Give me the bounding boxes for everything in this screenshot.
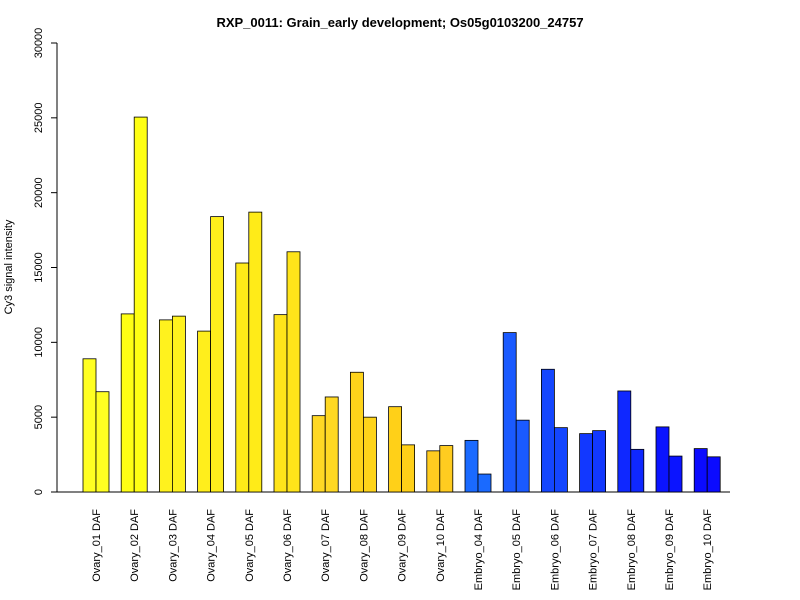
- y-tick-label: 25000: [33, 103, 45, 134]
- bar-1-6: [273, 314, 288, 493]
- x-tick-label: Ovary_03 DAF: [167, 509, 179, 582]
- bar-1-16: [655, 426, 670, 493]
- x-tick-label: Ovary_09 DAF: [397, 509, 409, 582]
- bar-2-14: [592, 430, 606, 493]
- bar-1-14: [579, 433, 593, 493]
- bar-1-4: [197, 330, 212, 493]
- x-tick-label: Ovary_05 DAF: [244, 509, 256, 582]
- y-tick-label: 5000: [33, 405, 45, 429]
- bar-2-2: [133, 116, 148, 493]
- x-tick-label: Embryo_04 DAF: [473, 509, 485, 591]
- bar-1-10: [426, 450, 441, 493]
- y-tick-label: 0: [33, 489, 45, 495]
- x-tick-label: Ovary_04 DAF: [206, 509, 218, 582]
- bar-2-4: [210, 216, 225, 493]
- y-tick-label: 30000: [33, 28, 45, 59]
- bar-1-5: [235, 262, 250, 493]
- x-tick-label: Embryo_05 DAF: [511, 509, 523, 591]
- x-tick-label: Embryo_09 DAF: [664, 509, 676, 591]
- y-tick-label: 15000: [33, 252, 45, 283]
- bar-1-15: [617, 390, 632, 493]
- chart-title: RXP_0011: Grain_early development; Os05g…: [216, 15, 583, 30]
- bars: [82, 116, 721, 493]
- x-tick-label: Ovary_06 DAF: [282, 509, 294, 582]
- bar-1-8: [349, 371, 364, 493]
- bar-1-13: [541, 368, 555, 493]
- bar-2-11: [477, 473, 492, 493]
- bar-2-17: [706, 456, 721, 493]
- bar-2-15: [630, 448, 645, 493]
- x-tick-label: Ovary_07 DAF: [320, 509, 332, 582]
- x-tick-labels: Ovary_01 DAF Ovary_02 DAF Ovary_03 DAF Ovar…: [91, 509, 714, 591]
- bar-1-3: [158, 319, 173, 493]
- x-tick-label: Embryo_10 DAF: [702, 509, 714, 591]
- bar-2-7: [324, 396, 339, 493]
- bar-2-5: [248, 211, 263, 493]
- x-tick-label: Embryo_07 DAF: [588, 509, 600, 591]
- y-axis-label: Cy3 signal intensity: [3, 219, 15, 314]
- bar-2-12: [515, 419, 530, 493]
- bar-1-2: [120, 313, 135, 493]
- x-tick-label: Embryo_08 DAF: [626, 509, 638, 591]
- bar-1-1: [82, 358, 97, 493]
- bar-1-17: [693, 448, 708, 493]
- x-tick-label: Embryo_06 DAF: [549, 509, 561, 591]
- bar-2-16: [668, 455, 683, 493]
- bar-2-10: [439, 445, 454, 493]
- x-tick-label: Ovary_01 DAF: [91, 509, 103, 582]
- bar-2-8: [362, 416, 377, 493]
- bar-1-7: [311, 415, 326, 493]
- x-tick-label: Ovary_10 DAF: [435, 509, 447, 582]
- bar-2-13: [554, 427, 568, 493]
- bar-1-9: [388, 406, 403, 493]
- y-axis: 0 5000 10000 15000 20000 25000 30000: [33, 28, 58, 495]
- bar-2-3: [171, 315, 186, 493]
- bar-1-12: [502, 332, 517, 493]
- x-tick-label: Ovary_08 DAF: [358, 509, 370, 582]
- y-tick-label: 20000: [33, 177, 45, 208]
- y-tick-label: 10000: [33, 327, 45, 358]
- bar-2-9: [401, 444, 416, 493]
- x-tick-label: Ovary_02 DAF: [129, 509, 141, 582]
- bar-2-6: [286, 251, 301, 493]
- bar-2-1: [95, 391, 110, 493]
- bar-1-11: [464, 439, 479, 493]
